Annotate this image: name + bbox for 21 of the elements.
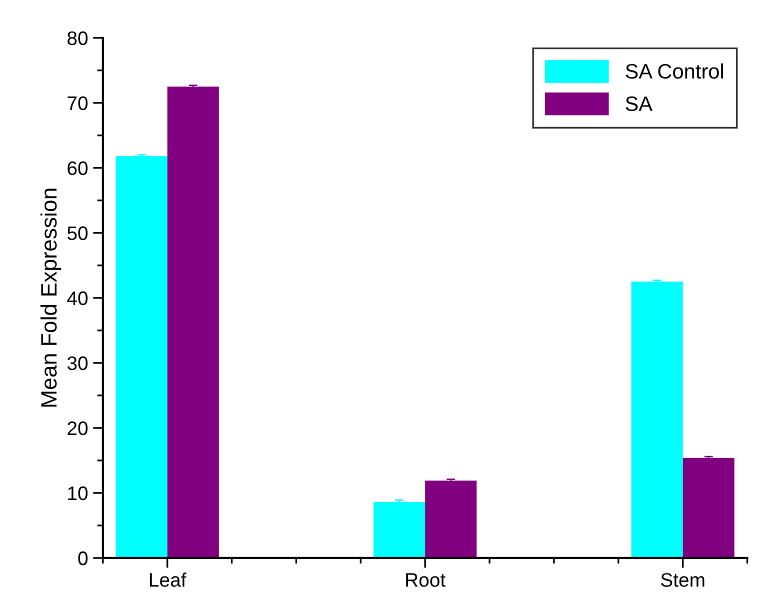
y-tick-label: 30 xyxy=(67,356,88,370)
legend-label: SA xyxy=(626,96,653,112)
bar xyxy=(682,458,734,558)
bar xyxy=(374,502,426,558)
y-tick-label: 0 xyxy=(78,551,88,566)
y-tick-label: 20 xyxy=(68,421,88,436)
y-tick-label: 70 xyxy=(68,96,88,110)
y-tick-label: 80 xyxy=(68,31,88,46)
bar xyxy=(167,86,219,558)
bar xyxy=(116,156,168,558)
x-tick-label: Stem xyxy=(661,573,704,587)
x-tick-label: Leaf xyxy=(150,572,186,587)
legend-label: SA Control xyxy=(626,63,723,79)
y-axis-title: Mean Fold Expression xyxy=(40,188,62,407)
bar xyxy=(631,282,683,558)
y-tick-label: 50 xyxy=(67,226,88,240)
y-tick-label: 40 xyxy=(67,291,88,306)
bar xyxy=(425,480,477,558)
y-tick-label: 60 xyxy=(68,161,88,176)
x-tick-label: Root xyxy=(406,573,446,587)
y-tick-label: 10 xyxy=(68,486,88,500)
